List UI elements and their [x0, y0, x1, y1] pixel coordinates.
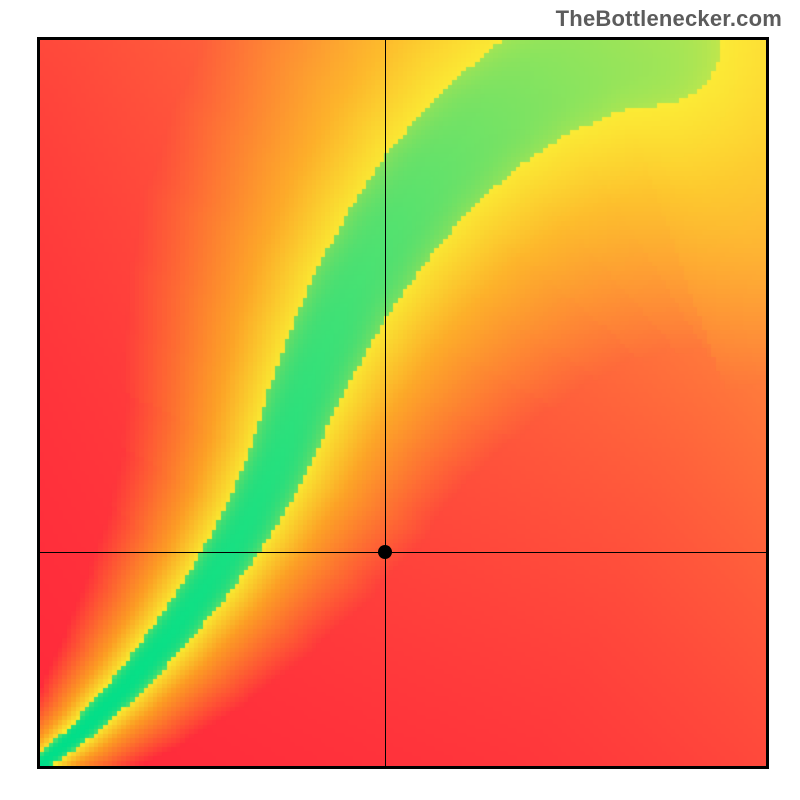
operating-point-marker [378, 545, 392, 559]
attribution-text: TheBottlenecker.com [556, 6, 782, 32]
crosshair-horizontal [40, 552, 766, 553]
crosshair-vertical [385, 40, 386, 766]
heatmap-canvas [40, 40, 766, 766]
bottleneck-heatmap-plot [37, 37, 769, 769]
